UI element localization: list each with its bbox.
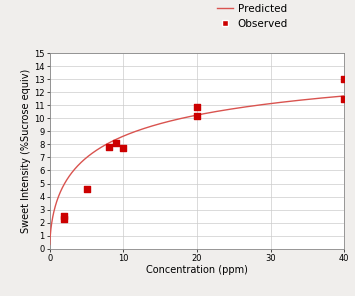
Predicted	[219, 109, 223, 112]
Observed	[342, 77, 347, 82]
Predicted	[301, 98, 306, 102]
Observed	[194, 104, 200, 109]
Predicted	[271, 102, 275, 105]
Observed	[121, 146, 126, 151]
Predicted	[226, 108, 231, 111]
X-axis label: Concentration (ppm): Concentration (ppm)	[146, 265, 248, 275]
Observed	[113, 141, 119, 146]
Observed	[62, 216, 67, 221]
Observed	[62, 214, 67, 218]
Predicted	[342, 94, 346, 98]
Y-axis label: Sweet Intensity (%Sucrose equiv): Sweet Intensity (%Sucrose equiv)	[21, 69, 32, 233]
Predicted	[235, 106, 240, 110]
Predicted	[66, 176, 70, 180]
Predicted	[48, 243, 52, 246]
Line: Predicted: Predicted	[50, 96, 344, 244]
Observed	[106, 145, 111, 149]
Observed	[342, 96, 347, 101]
Legend: Predicted, Observed: Predicted, Observed	[217, 4, 288, 29]
Observed	[194, 113, 200, 118]
Observed	[84, 186, 89, 191]
